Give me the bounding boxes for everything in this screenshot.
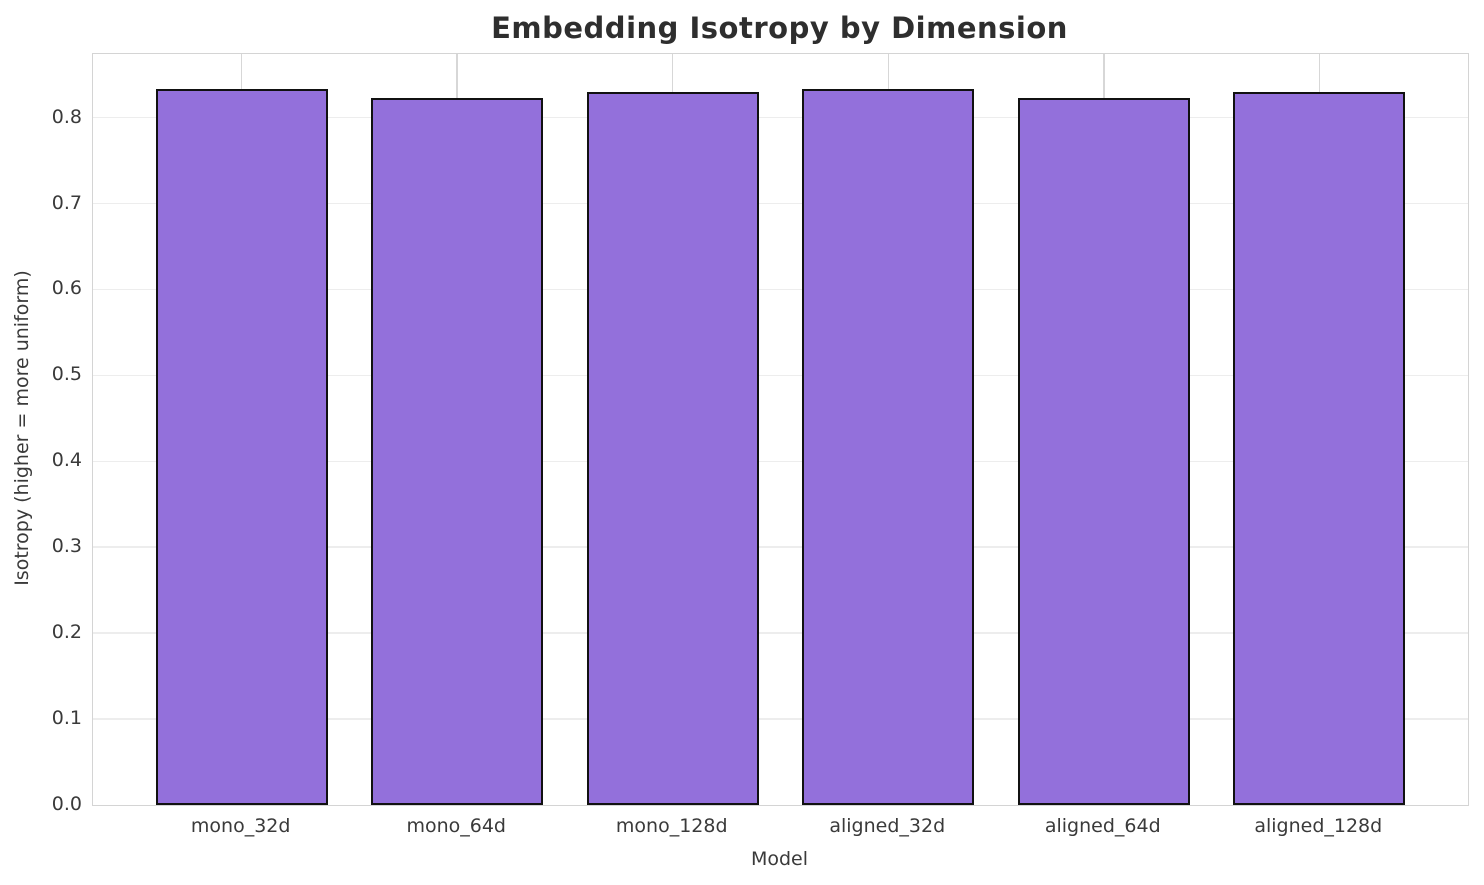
h-gridline: [93, 718, 1468, 720]
x-axis-label: Model: [750, 848, 809, 870]
h-gridline: [93, 460, 1468, 463]
h-gridline: [93, 202, 1468, 205]
bar-mono_64d: [371, 97, 544, 805]
bar-aligned_32d: [802, 89, 975, 805]
y-tick-label: 0.6: [51, 277, 82, 300]
y-tick-label: 0.0: [51, 793, 82, 815]
y-tick-label: 0.5: [51, 363, 82, 386]
x-tick-label: mono_128d: [615, 815, 728, 837]
h-gridline: [93, 116, 1468, 119]
h-gridline: [93, 288, 1468, 291]
y-tick-label: 0.3: [51, 535, 82, 558]
h-gridline: [93, 374, 1468, 377]
x-tick-label: aligned_32d: [829, 815, 946, 837]
y-tick-label: 0.8: [51, 105, 82, 128]
x-tick-label: mono_64d: [406, 815, 506, 837]
y-tick-label: 0.1: [51, 707, 82, 730]
x-tick-label: aligned_64d: [1044, 815, 1161, 837]
h-gridline: [93, 546, 1468, 548]
x-tick-label: aligned_128d: [1254, 815, 1383, 837]
bar-aligned_128d: [1233, 91, 1406, 805]
y-tick-label: 0.4: [51, 449, 82, 472]
chart-title: Embedding Isotropy by Dimension: [491, 11, 1068, 45]
y-tick-label: 0.2: [51, 621, 82, 644]
h-gridline: [93, 632, 1468, 634]
plot-area: [92, 53, 1469, 806]
x-tick-label: mono_32d: [190, 815, 291, 837]
bar-aligned_64d: [1017, 97, 1190, 805]
y-tick-label: 0.7: [51, 191, 82, 214]
bar-mono_32d: [155, 89, 328, 805]
bar-mono_128d: [586, 91, 759, 805]
